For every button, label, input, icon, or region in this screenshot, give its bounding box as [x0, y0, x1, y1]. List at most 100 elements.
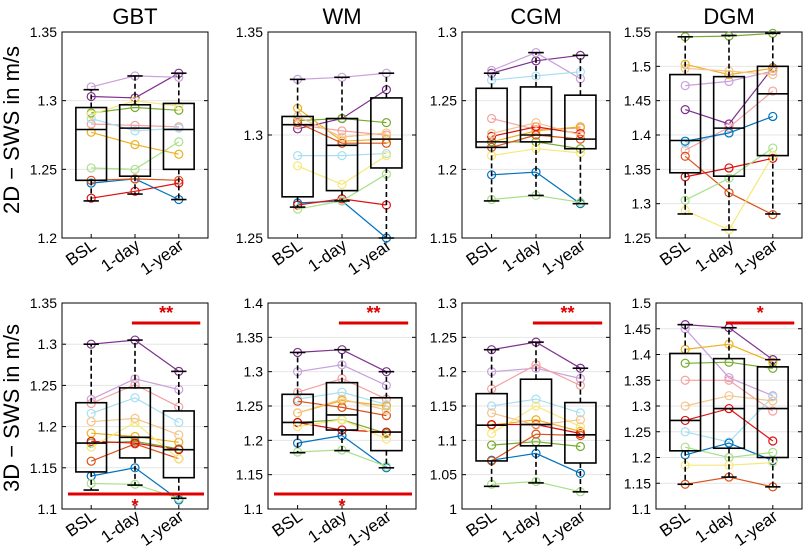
box [756, 65, 789, 157]
subject-point [768, 447, 778, 457]
box [118, 103, 152, 177]
subject-point [130, 164, 140, 174]
subject-line [491, 171, 581, 205]
panel-title: WM [322, 4, 361, 29]
box [669, 73, 702, 174]
x-tick-label: BSL [62, 236, 99, 270]
box [475, 392, 508, 462]
y-tick-label: 1.25 [624, 424, 651, 440]
subject-point [86, 478, 96, 489]
subject-point [86, 113, 96, 124]
subject-point [531, 429, 541, 439]
subject-point [575, 468, 586, 478]
panel-5: 1.11.151.21.251.31.351.4BSL1-day1-year**… [236, 295, 417, 550]
subject-point [337, 394, 347, 404]
x-tick-label: BSL [463, 507, 500, 541]
subject-point [86, 91, 96, 102]
x-tick-label: 1-year [731, 507, 782, 550]
y-tick-label: 1.1 [38, 501, 58, 517]
subject-point [531, 476, 541, 487]
y-tick-label: 1.4 [632, 127, 652, 143]
subject-point [337, 138, 347, 148]
box [325, 381, 359, 431]
x-tick-label: 1-day [499, 235, 545, 275]
subject-point [487, 113, 497, 124]
x-tick-label: BSL [656, 236, 693, 270]
significance-label: * [131, 496, 138, 516]
subject-point [724, 173, 734, 183]
y-tick-label: 1.2 [438, 161, 458, 177]
x-tick-label: 1-day [692, 235, 738, 275]
subject-line [491, 364, 581, 390]
y-tick-label: 1.05 [430, 467, 457, 483]
subject-point [575, 415, 586, 425]
subject-point [531, 415, 541, 425]
subject-point [86, 436, 96, 447]
subject-point [724, 128, 734, 138]
y-tick-label: 1.2 [38, 230, 58, 246]
panel-title: GBT [112, 4, 157, 29]
box [162, 410, 195, 479]
panel-title: DGM [703, 4, 754, 29]
y-tick-label: 1.35 [624, 161, 651, 177]
y-tick-label: 1.5 [632, 295, 652, 311]
box [519, 86, 553, 143]
row-ylabel-3d: 3D − SWS in m/s [0, 324, 24, 492]
x-tick-label: 1-day [692, 506, 738, 546]
subject-point [487, 408, 497, 418]
x-tick-label: 1-day [98, 235, 144, 275]
y-tick-label: 1.35 [236, 24, 263, 40]
y-tick-label: 1.3 [38, 93, 58, 109]
box [370, 97, 403, 169]
y-tick-label: 1.3 [244, 364, 264, 380]
y-tick-label: 1.1 [244, 501, 264, 517]
x-tick-label: BSL [62, 507, 99, 541]
subject-point [768, 436, 778, 446]
subject-point [86, 127, 96, 137]
y-tick-label: 1.1 [438, 432, 458, 448]
y-tick-label: 1.45 [624, 93, 651, 109]
subject-point [337, 179, 347, 190]
subject-line [91, 72, 180, 99]
y-tick-label: 1.3 [632, 196, 652, 212]
subject-point [174, 105, 184, 115]
significance-label: ** [367, 303, 381, 323]
subject-point [768, 396, 778, 406]
subject-point [381, 411, 391, 421]
subject-point [130, 393, 140, 403]
subject-point [86, 178, 96, 188]
box [281, 115, 314, 198]
subject-point [487, 129, 497, 139]
box [475, 87, 508, 149]
y-tick-label: 1.1 [632, 501, 652, 517]
subject-point [86, 163, 96, 173]
y-tick-label: 1.25 [236, 230, 263, 246]
y-tick-label: 1.15 [624, 475, 651, 491]
y-tick-label: 1.35 [30, 295, 57, 311]
y-tick-label: 1.25 [30, 377, 57, 393]
box [281, 393, 314, 436]
subject-point [575, 428, 586, 439]
subject-point [680, 401, 690, 411]
box [669, 352, 702, 452]
subject-line [685, 157, 773, 178]
subject-point [337, 126, 347, 136]
subject-point [337, 151, 347, 161]
box [118, 387, 152, 459]
subject-point [130, 126, 140, 136]
y-tick-label: 1.35 [236, 329, 263, 345]
significance-label: ** [159, 303, 173, 323]
subject-point [174, 417, 184, 428]
box [370, 396, 403, 452]
subject-point [174, 137, 184, 147]
subject-point [174, 123, 184, 133]
box [712, 357, 746, 450]
subject-line [297, 434, 387, 469]
y-tick-label: 1.4 [244, 295, 264, 311]
subject-point [487, 65, 497, 76]
subject-point [575, 422, 586, 432]
subject-point [293, 151, 303, 161]
x-tick-label: BSL [463, 236, 500, 270]
